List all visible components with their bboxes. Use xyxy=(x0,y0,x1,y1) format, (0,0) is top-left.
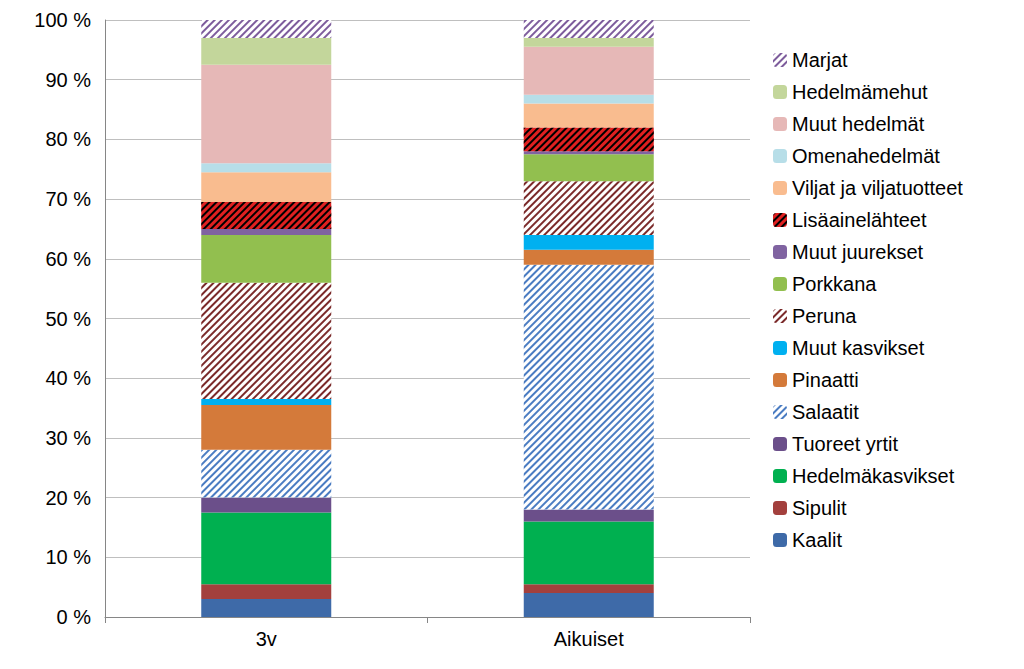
svg-text:Muut juurekset: Muut juurekset xyxy=(792,241,924,263)
svg-text:Aikuiset: Aikuiset xyxy=(554,628,624,650)
svg-text:80 %: 80 % xyxy=(45,128,91,150)
svg-text:Tuoreet yrtit: Tuoreet yrtit xyxy=(792,433,898,455)
svg-text:Marjat: Marjat xyxy=(792,49,848,71)
svg-text:0 %: 0 % xyxy=(57,606,92,628)
svg-text:Sipulit: Sipulit xyxy=(792,497,847,519)
svg-text:Kaalit: Kaalit xyxy=(792,529,842,551)
svg-text:20 %: 20 % xyxy=(45,487,91,509)
svg-text:30 %: 30 % xyxy=(45,427,91,449)
svg-text:50 %: 50 % xyxy=(45,308,91,330)
svg-text:70 %: 70 % xyxy=(45,188,91,210)
svg-text:Viljat ja viljatuotteet: Viljat ja viljatuotteet xyxy=(792,177,963,199)
svg-text:Hedelmäkasvikset: Hedelmäkasvikset xyxy=(792,465,955,487)
svg-text:60 %: 60 % xyxy=(45,248,91,270)
svg-text:40 %: 40 % xyxy=(45,367,91,389)
svg-text:Porkkana: Porkkana xyxy=(792,273,877,295)
svg-text:Salaatit: Salaatit xyxy=(792,401,859,423)
svg-text:Muut kasvikset: Muut kasvikset xyxy=(792,337,925,359)
svg-text:Omenahedelmät: Omenahedelmät xyxy=(792,145,940,167)
svg-text:Hedelmämehut: Hedelmämehut xyxy=(792,81,928,103)
svg-text:90 %: 90 % xyxy=(45,69,91,91)
svg-text:100 %: 100 % xyxy=(34,9,91,31)
svg-text:Lisäainelähteet: Lisäainelähteet xyxy=(792,209,927,231)
svg-text:3v: 3v xyxy=(256,628,277,650)
svg-text:Peruna: Peruna xyxy=(792,305,857,327)
svg-text:Pinaatti: Pinaatti xyxy=(792,369,859,391)
svg-text:10 %: 10 % xyxy=(45,546,91,568)
svg-text:Muut hedelmät: Muut hedelmät xyxy=(792,113,925,135)
